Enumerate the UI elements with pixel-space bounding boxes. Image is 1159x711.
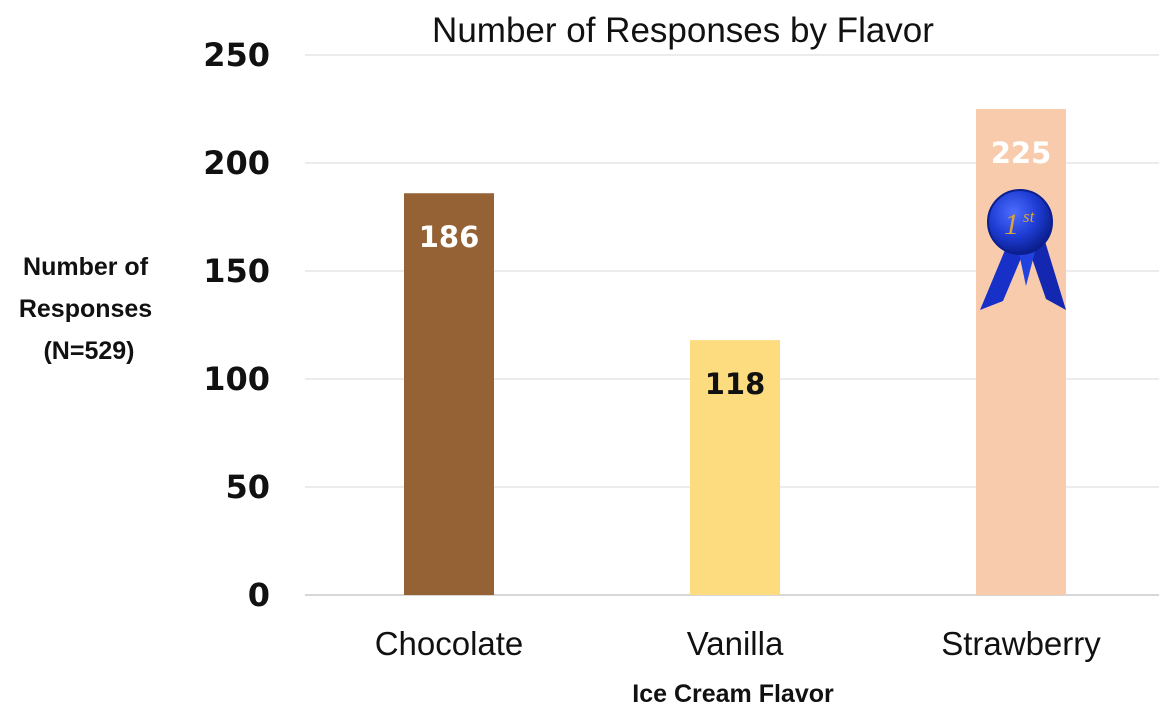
ribbon-text: 1 st — [1004, 207, 1036, 241]
y-tick-label: 250 — [203, 36, 270, 74]
bar-strawberry — [976, 109, 1066, 595]
chart-title: Number of Responses by Flavor — [432, 11, 934, 50]
x-tick-label-vanilla: Vanilla — [687, 625, 784, 662]
y-axis-title-line-1: Number of — [23, 253, 149, 281]
bar-chocolate — [404, 193, 494, 596]
x-tick-label-strawberry: Strawberry — [941, 625, 1101, 662]
data-label-chocolate: 186 — [419, 220, 480, 254]
x-tick-label-chocolate: Chocolate — [375, 625, 524, 662]
y-tick-label: 100 — [203, 360, 270, 398]
ribbon-medal-rim — [987, 189, 1053, 255]
y-tick-label: 150 — [203, 252, 270, 290]
ribbon-medal — [988, 190, 1052, 254]
y-tick-label: 0 — [248, 576, 270, 614]
data-label-strawberry: 225 — [991, 136, 1052, 170]
x-axis-title: Ice Cream Flavor — [632, 680, 834, 708]
data-labels: 186 118 225 — [419, 136, 1052, 401]
x-axis-ticks: Chocolate Vanilla Strawberry — [375, 625, 1102, 662]
bar-vanilla — [690, 340, 780, 595]
data-label-vanilla: 118 — [705, 367, 766, 401]
y-axis-title-line-3: (N=529) — [43, 337, 134, 365]
y-tick-label: 200 — [203, 144, 270, 182]
ribbon-text-main: 1 — [1004, 208, 1019, 241]
y-axis-title-line-2: Responses — [19, 295, 152, 323]
ribbon-tail-right — [1027, 238, 1066, 310]
ribbon-text-sup: st — [1023, 207, 1036, 226]
ribbon-tail-left — [980, 238, 1027, 310]
y-axis-title: Number of Responses (N=529) — [19, 253, 159, 365]
y-axis-ticks: 0 50 100 150 200 250 — [203, 36, 270, 614]
y-tick-label: 50 — [225, 468, 270, 506]
bars — [404, 109, 1066, 596]
first-place-ribbon-icon: 1 st — [980, 189, 1066, 310]
